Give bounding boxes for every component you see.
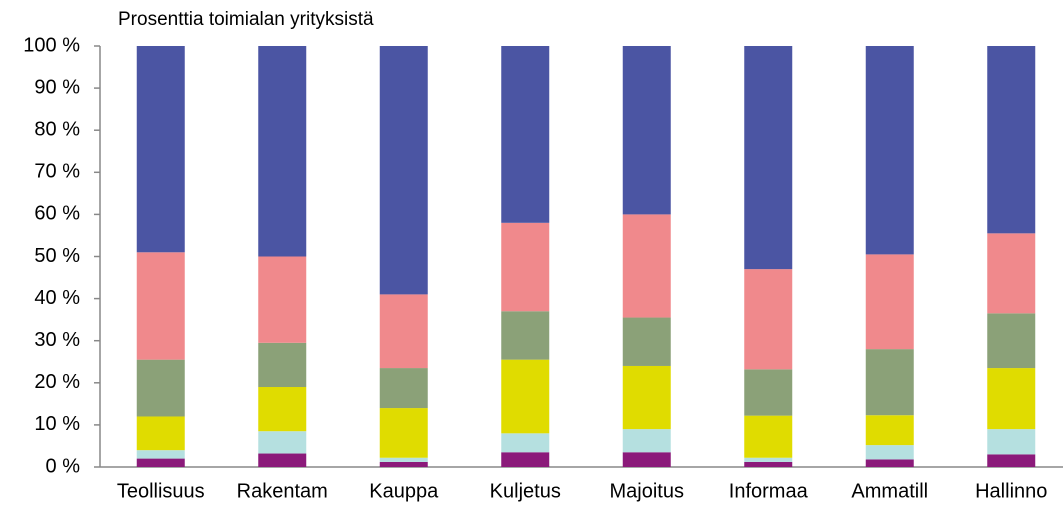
- bar-segment: [744, 415, 793, 458]
- y-tick-label: 80 %: [34, 118, 80, 140]
- bar-segment: [501, 452, 550, 467]
- bar-segment: [622, 429, 671, 453]
- bar-segment: [622, 452, 671, 467]
- bar-segment: [501, 222, 550, 312]
- bar-segment: [744, 461, 793, 467]
- bar-segment: [258, 387, 307, 432]
- bar-segment: [865, 459, 914, 467]
- bar-segment: [379, 294, 428, 369]
- bar-segment: [987, 454, 1036, 467]
- bar-segment: [501, 433, 550, 453]
- y-tick-label: 10 %: [34, 413, 80, 435]
- bar-segment: [622, 214, 671, 318]
- bar-segment: [258, 431, 307, 454]
- bar-segment: [501, 46, 550, 223]
- bar-segment: [865, 415, 914, 446]
- bar-segment: [987, 233, 1036, 314]
- x-tick-label: Teollisuus: [117, 480, 205, 502]
- bar-segment: [865, 445, 914, 460]
- bar-segment: [501, 359, 550, 434]
- bar-segment: [987, 429, 1036, 455]
- bar-segment: [744, 369, 793, 416]
- bar-segment: [136, 46, 185, 253]
- y-tick-label: 20 %: [34, 371, 80, 393]
- bar-segment: [379, 461, 428, 467]
- bar-segment: [744, 457, 793, 462]
- x-tick-label: Informaa: [729, 480, 809, 502]
- bar-segment: [136, 252, 185, 360]
- y-tick-label: 0 %: [46, 455, 81, 477]
- y-tick-label: 30 %: [34, 329, 80, 351]
- y-tick-label: 90 %: [34, 76, 80, 98]
- bar-segment: [379, 457, 428, 462]
- x-tick-label: Majoitus: [610, 480, 684, 502]
- y-tick-label: 70 %: [34, 161, 80, 183]
- bar-segment: [744, 46, 793, 270]
- chart-title: Prosenttia toimialan yrityksistä: [118, 9, 374, 30]
- bar-segment: [622, 46, 671, 215]
- x-tick-label: Kauppa: [369, 480, 439, 502]
- bar-segment: [258, 46, 307, 257]
- bar-segment: [379, 46, 428, 295]
- bar-segment: [258, 342, 307, 388]
- bar-segment: [258, 453, 307, 467]
- bar-segment: [136, 458, 185, 467]
- bar-segment: [258, 256, 307, 343]
- bar-segment: [744, 269, 793, 370]
- bar-segment: [987, 313, 1036, 369]
- bar-segment: [622, 317, 671, 366]
- bar-segment: [379, 408, 428, 458]
- bar-segment: [136, 359, 185, 417]
- y-tick-label: 50 %: [34, 245, 80, 267]
- bar-segment: [865, 46, 914, 255]
- bar-segment: [622, 365, 671, 430]
- bar-segment: [865, 349, 914, 416]
- x-tick-label: Ammatill: [851, 480, 928, 502]
- x-tick-label: Rakentam: [237, 480, 328, 502]
- y-tick-label: 40 %: [34, 287, 80, 309]
- bar-segment: [136, 416, 185, 451]
- bar-segment: [987, 368, 1036, 430]
- x-tick-label: Hallinno: [975, 480, 1047, 502]
- y-tick-label: 100 %: [23, 34, 80, 56]
- bar-segment: [136, 450, 185, 459]
- bar-segment: [379, 368, 428, 409]
- y-tick-label: 60 %: [34, 203, 80, 225]
- bar-segment: [865, 254, 914, 350]
- bar-segment: [987, 46, 1036, 234]
- bar-segment: [501, 311, 550, 360]
- x-tick-label: Kuljetus: [490, 480, 561, 502]
